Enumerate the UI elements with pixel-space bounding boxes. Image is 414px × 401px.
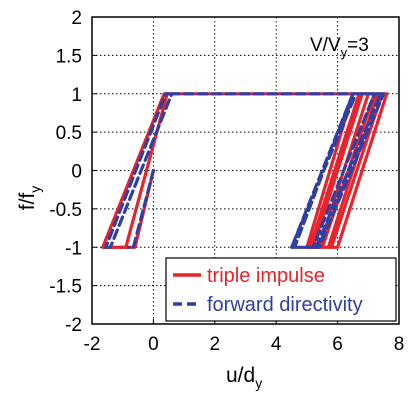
y-axis-label-main: f/f xyxy=(16,193,39,211)
x-tick-label: 8 xyxy=(394,334,405,355)
y-tick-label: 0 xyxy=(71,162,82,183)
x-axis-label-main: u/d xyxy=(226,364,255,387)
legend: triple impulse forward directivity xyxy=(165,257,397,322)
legend-label-triple-impulse: triple impulse xyxy=(207,265,325,287)
x-tick-label: -2 xyxy=(84,334,101,355)
y-axis-label: f/fy xyxy=(16,186,43,211)
x-axis-label: u/dy xyxy=(226,364,262,391)
x-tick-label: 6 xyxy=(332,334,343,355)
y-tick-label: -0.5 xyxy=(49,200,82,221)
y-tick-label: 0.5 xyxy=(56,123,82,144)
x-tick-label: 0 xyxy=(148,334,159,355)
x-tick-label: 4 xyxy=(271,334,282,355)
annotation-sub: y xyxy=(341,45,348,60)
y-tick-label: -1 xyxy=(65,238,82,259)
y-axis-label-sub: y xyxy=(27,186,43,193)
x-tick-label: 2 xyxy=(210,334,221,355)
y-tick-label: 2 xyxy=(71,8,82,29)
y-tick-label: -1.5 xyxy=(49,277,82,298)
series-line-1 xyxy=(108,92,386,249)
x-axis-label-sub: y xyxy=(255,375,262,391)
annotation-main: V/V xyxy=(310,35,341,56)
legend-box xyxy=(165,257,397,322)
y-tick-label: -2 xyxy=(65,315,82,336)
annotation-suffix: =3 xyxy=(347,35,369,56)
series-group xyxy=(101,92,389,249)
y-tick-label: 1 xyxy=(71,85,82,106)
tick-labels: -2 0 2 4 6 8 -2 -1.5 -1 -0.5 0 0.5 1 1.5 2 xyxy=(49,8,404,355)
legend-label-forward-directivity: forward directivity xyxy=(207,294,363,316)
vvy-annotation: V/Vy=3 xyxy=(310,35,369,60)
y-tick-label: 1.5 xyxy=(56,46,82,67)
series-line-3 xyxy=(104,92,174,249)
